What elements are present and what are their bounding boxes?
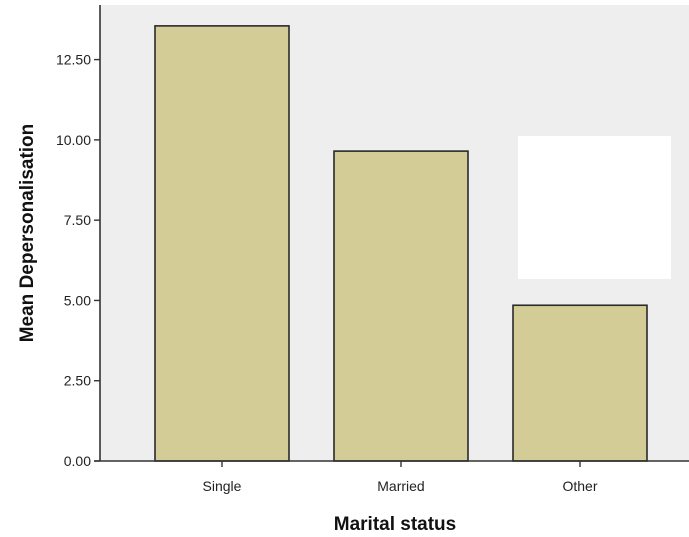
- blank-region: [518, 136, 671, 279]
- x-tick-label: Single: [203, 478, 242, 494]
- y-axis-title: Mean Depersonalisation: [17, 124, 38, 343]
- x-ticks-group: Single Married Other: [203, 461, 598, 494]
- x-tick-label: Other: [562, 478, 597, 494]
- y-tick-label: 10.00: [56, 132, 91, 148]
- x-axis-title: Marital status: [334, 514, 456, 535]
- y-tick-label: 12.50: [56, 52, 91, 68]
- bar-other: [512, 304, 648, 462]
- y-tick-label: 7.50: [64, 212, 91, 228]
- bar-married: [333, 150, 469, 462]
- bars-group: [154, 25, 648, 462]
- y-tick-label: 0.00: [64, 453, 91, 469]
- y-tick-label: 5.00: [64, 292, 91, 308]
- x-tick-label: Married: [377, 478, 424, 494]
- bar-single: [154, 25, 290, 462]
- y-ticks-group: 0.00 2.50 5.00 7.50 10.00 12.50: [56, 52, 100, 469]
- y-tick-label: 2.50: [64, 373, 91, 389]
